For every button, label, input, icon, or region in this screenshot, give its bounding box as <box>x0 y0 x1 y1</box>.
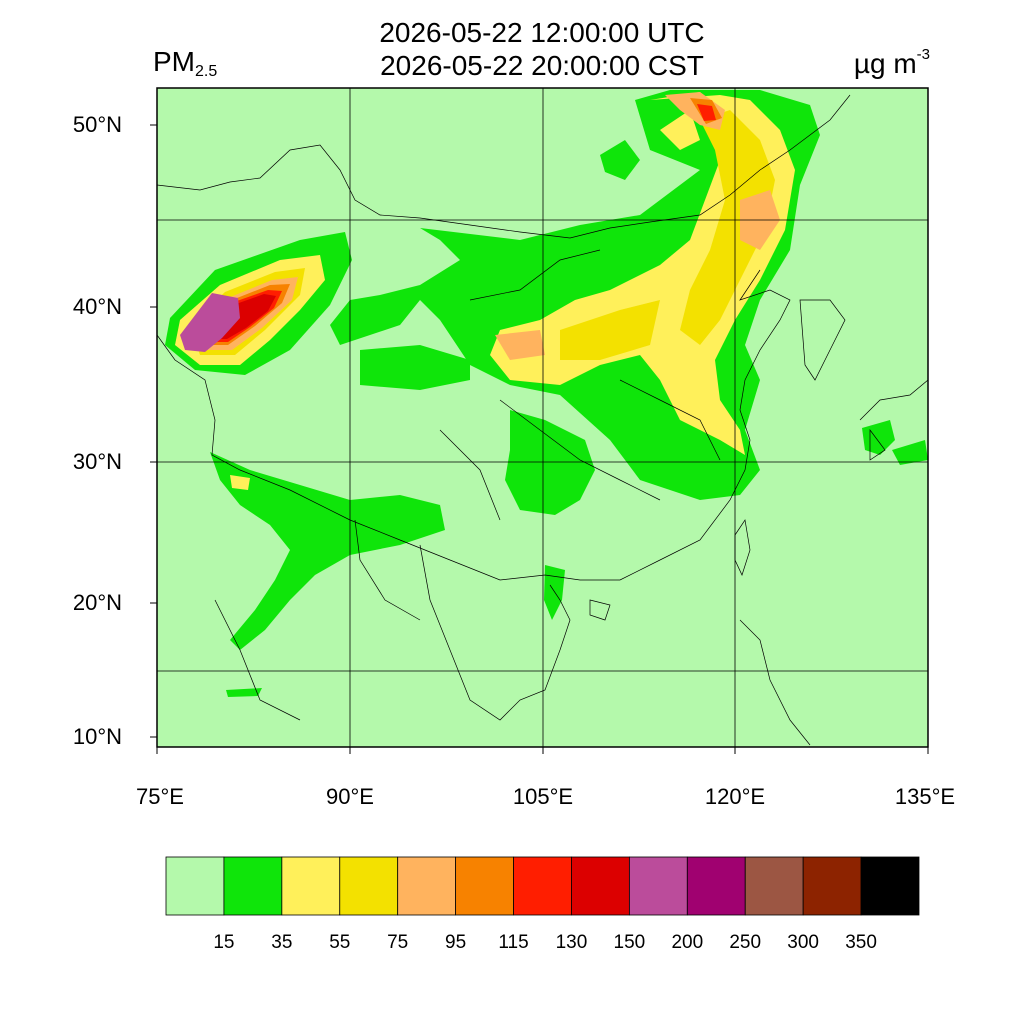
lon-label-120: 120°E <box>704 784 766 809</box>
variable-label: PM2.5 <box>153 46 217 81</box>
pm-band-150-200 <box>180 293 240 352</box>
colorbar-label: 350 <box>845 932 877 953</box>
colorbar-label: 300 <box>787 932 819 953</box>
lon-label-105: 105°E <box>512 784 574 809</box>
lon-label-90: 90°E <box>326 784 374 809</box>
title-cst: 2026-05-22 20:00:00 CST <box>380 50 704 81</box>
colorbar-label: 150 <box>613 932 646 953</box>
colorbar-label: 200 <box>671 932 704 953</box>
graticule <box>157 88 928 747</box>
unit-exponent: -3 <box>916 46 930 63</box>
colorbar-swatch <box>339 856 399 916</box>
colorbar-label: 75 <box>387 932 409 953</box>
unit-label: µg m-3 <box>854 46 930 80</box>
colorbar-swatch <box>744 856 804 916</box>
lat-label-40: 40°N <box>72 294 122 319</box>
colorbar-swatch <box>686 856 746 916</box>
unit-base: µg m <box>853 48 917 79</box>
axis-ticks <box>150 124 929 754</box>
lat-label-30: 30°N <box>72 449 122 474</box>
lat-label-10: 10°N <box>72 724 122 749</box>
colorbar-label: 55 <box>329 932 351 953</box>
colorbar-label: 35 <box>271 932 293 953</box>
colorbar-label: 95 <box>445 932 467 953</box>
colorbar-label: 115 <box>498 932 529 953</box>
lon-label-75: 75°E <box>136 784 184 809</box>
colorbar-swatch <box>628 856 688 916</box>
colorbar-swatch <box>513 856 572 916</box>
variable-subscript: 2.5 <box>195 63 218 80</box>
lat-label-50: 50°N <box>72 112 122 137</box>
colorbar-swatch <box>223 856 283 916</box>
colorbar-swatch <box>397 856 457 916</box>
map-field <box>157 88 928 747</box>
colorbar-label: 130 <box>555 932 588 953</box>
colorbar <box>165 856 920 916</box>
variable-name: PM <box>153 46 195 77</box>
lat-label-20: 20°N <box>72 590 122 615</box>
colorbar-label: 15 <box>213 932 235 953</box>
colorbar-swatch <box>281 856 341 916</box>
boundaries <box>157 94 928 746</box>
title-utc: 2026-05-22 12:00:00 UTC <box>379 17 705 48</box>
lon-label-135: 135°E <box>894 784 956 809</box>
colorbar-swatch <box>165 856 225 916</box>
map-background <box>157 88 928 747</box>
colorbar-swatch <box>802 856 862 916</box>
colorbar-swatch <box>571 856 630 916</box>
colorbar-swatch <box>455 856 514 916</box>
colorbar-swatch <box>860 856 920 916</box>
colorbar-label: 250 <box>729 932 762 953</box>
